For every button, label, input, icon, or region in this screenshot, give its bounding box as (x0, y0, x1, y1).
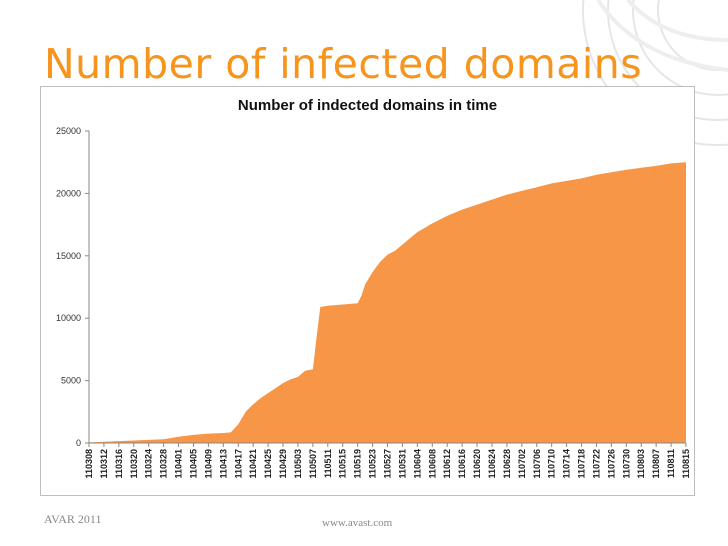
x-tick-label: 110401 (174, 449, 184, 479)
x-tick-label: 110811 (666, 449, 676, 478)
x-tick-label: 110710 (547, 449, 557, 479)
x-tick-label: 110527 (383, 449, 393, 479)
x-tick-label: 110718 (577, 449, 587, 479)
x-tick-label: 110620 (472, 449, 482, 479)
y-tick-label: 0 (76, 438, 81, 448)
x-tick-label: 110511 (323, 449, 333, 478)
x-tick-label: 110523 (368, 449, 378, 479)
x-tick-label: 110604 (412, 449, 422, 479)
x-tick-label: 110531 (397, 449, 407, 479)
slide-title: Number of infected domains (44, 40, 643, 88)
x-tick-label: 110421 (248, 449, 258, 479)
x-tick-label: 110706 (532, 449, 542, 479)
x-tick-label: 110324 (144, 449, 154, 479)
x-tick-label: 110316 (114, 449, 124, 479)
x-tick-label: 110608 (427, 449, 437, 479)
area-series-0 (89, 162, 686, 443)
x-tick-label: 110616 (457, 449, 467, 479)
x-tick-label: 110417 (233, 449, 243, 479)
x-tick-label: 110628 (502, 449, 512, 479)
x-tick-label: 110507 (308, 449, 318, 479)
x-tick-label: 110515 (338, 449, 348, 479)
x-tick-label: 110807 (651, 449, 661, 479)
x-tick-label: 110320 (129, 449, 139, 479)
x-tick-label: 110308 (84, 449, 94, 479)
x-tick-label: 110312 (99, 449, 109, 479)
x-tick-label: 110425 (263, 449, 273, 479)
x-tick-label: 110714 (562, 449, 572, 479)
x-tick-label: 110702 (517, 449, 527, 479)
x-tick-label: 110726 (606, 449, 616, 479)
y-tick-label: 25000 (56, 126, 81, 136)
x-tick-label: 110624 (487, 449, 497, 479)
decorative-swirl-graphic (582, 0, 728, 146)
chart-title: Number of indected domains in time (237, 97, 498, 114)
chart-frame: Number of indected domains in time 0 5000… (40, 86, 695, 496)
y-tick-label: 15000 (56, 251, 81, 261)
y-tick-label: 10000 (56, 313, 81, 323)
y-tick-label: 5000 (61, 376, 81, 386)
x-tick-label: 110730 (621, 449, 631, 479)
x-tick-label: 110612 (442, 449, 452, 479)
x-tick-label: 110815 (681, 449, 691, 479)
x-tick-label: 110803 (636, 449, 646, 479)
x-tick-label: 110405 (188, 449, 198, 479)
x-tick-label: 110503 (293, 449, 303, 479)
area-chart: 0 5000 10000 15000 20000 25000 110308 110312 110… (56, 126, 691, 479)
x-tick-label: 110409 (203, 449, 213, 479)
x-tick-label: 110429 (278, 449, 288, 479)
x-tick-label: 110413 (218, 449, 228, 479)
x-tick-label: 110328 (159, 449, 169, 479)
x-tick-label: 110722 (591, 449, 601, 479)
y-tick-label: 20000 (56, 188, 81, 198)
x-tick-label: 110519 (353, 449, 363, 479)
footer-website-label: www.avast.com (322, 517, 393, 529)
footer-event-label: AVAR 2011 (44, 512, 102, 526)
